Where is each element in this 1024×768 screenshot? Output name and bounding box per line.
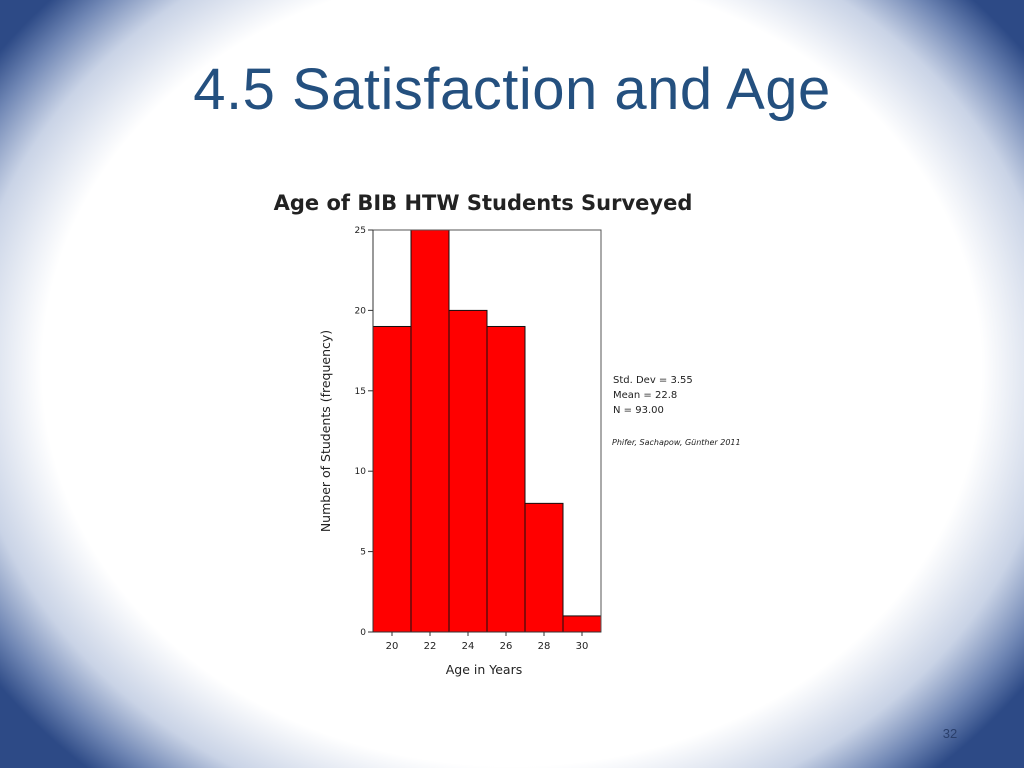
x-tick-label-1: 22 [424, 641, 437, 652]
histogram-bar-2 [448, 309, 488, 633]
stat-n: N = 93.00 [613, 405, 664, 416]
source-citation: Phifer, Sachapow, Günther 2011 [612, 438, 741, 447]
x-tick-label-4: 28 [538, 641, 551, 652]
y-ticks: 0 5 10 15 20 25 [355, 226, 373, 638]
y-tick-label-5: 25 [355, 226, 366, 236]
y-axis-label: Number of Students (frequency) [318, 330, 333, 532]
x-tick-label-2: 24 [462, 641, 475, 652]
x-tick-label-0: 20 [386, 641, 399, 652]
x-axis-label: Age in Years [446, 662, 523, 677]
bars [372, 229, 602, 633]
y-tick-label-2: 10 [355, 467, 367, 477]
page-number: 32 [942, 726, 958, 741]
histogram-bar-5 [562, 615, 602, 633]
histogram-bar-0 [372, 325, 412, 633]
slide-title: 4.5 Satisfaction and Age [193, 57, 831, 122]
x-ticks: 20 22 24 26 28 30 [386, 632, 589, 652]
y-tick-label-0: 0 [360, 628, 366, 638]
stat-std-dev: Std. Dev = 3.55 [613, 375, 693, 386]
y-tick-label-3: 15 [355, 387, 366, 397]
x-tick-label-3: 26 [500, 641, 513, 652]
histogram-bar-1 [410, 229, 450, 633]
chart-title: Age of BIB HTW Students Surveyed [274, 191, 693, 215]
histogram-bar-3 [486, 325, 526, 633]
x-tick-label-5: 30 [576, 641, 589, 652]
stat-mean: Mean = 22.8 [613, 390, 677, 401]
histogram-bar-4 [524, 502, 564, 633]
y-tick-label-1: 5 [360, 548, 366, 558]
y-tick-label-4: 20 [355, 306, 367, 316]
